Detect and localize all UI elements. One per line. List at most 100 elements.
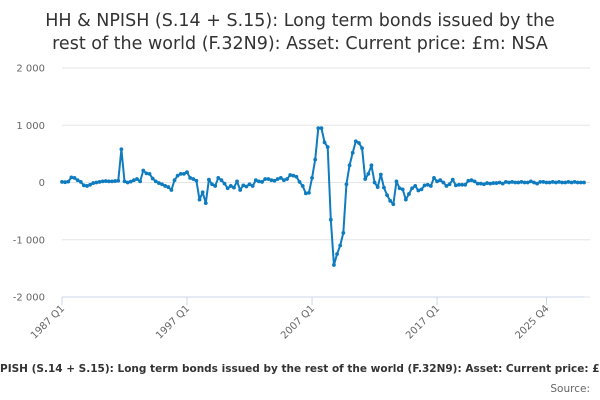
data-point[interactable] xyxy=(322,140,327,145)
data-point[interactable] xyxy=(222,181,227,186)
data-point[interactable] xyxy=(250,184,255,188)
data-point[interactable] xyxy=(375,185,380,189)
data-point[interactable] xyxy=(85,184,89,188)
data-point[interactable] xyxy=(116,178,121,183)
data-point[interactable] xyxy=(197,197,202,202)
data-point[interactable] xyxy=(519,180,524,184)
data-point[interactable] xyxy=(150,176,155,181)
data-point[interactable] xyxy=(425,182,430,187)
data-point[interactable] xyxy=(185,170,189,175)
data-point[interactable] xyxy=(494,181,499,185)
data-point[interactable] xyxy=(335,252,339,256)
data-point[interactable] xyxy=(244,184,249,189)
data-point[interactable] xyxy=(135,177,139,181)
data-point[interactable] xyxy=(119,147,124,152)
data-point[interactable] xyxy=(347,163,352,168)
data-point[interactable] xyxy=(178,172,183,176)
data-point[interactable] xyxy=(219,178,224,183)
data-point[interactable] xyxy=(225,186,230,191)
data-point[interactable] xyxy=(482,182,486,187)
data-point[interactable] xyxy=(563,180,568,185)
data-point[interactable] xyxy=(441,180,446,185)
data-point[interactable] xyxy=(488,181,493,186)
data-point[interactable] xyxy=(232,185,236,190)
data-point[interactable] xyxy=(81,183,86,188)
series-group[interactable] xyxy=(60,126,586,267)
data-point[interactable] xyxy=(297,180,302,184)
data-point[interactable] xyxy=(182,172,186,176)
data-point[interactable] xyxy=(560,180,565,185)
data-point[interactable] xyxy=(553,180,558,185)
data-point[interactable] xyxy=(169,188,174,192)
data-point[interactable] xyxy=(194,178,199,183)
data-point[interactable] xyxy=(78,180,83,184)
data-point[interactable] xyxy=(538,180,543,184)
data-point[interactable] xyxy=(432,176,436,180)
data-point[interactable] xyxy=(94,180,99,185)
data-point[interactable] xyxy=(435,179,439,184)
data-point[interactable] xyxy=(97,180,102,184)
data-point[interactable] xyxy=(500,181,505,186)
data-point[interactable] xyxy=(319,126,324,131)
data-point[interactable] xyxy=(428,184,433,188)
data-point[interactable] xyxy=(141,168,146,173)
data-point[interactable] xyxy=(131,178,136,183)
data-point[interactable] xyxy=(582,180,586,185)
data-point[interactable] xyxy=(160,182,164,187)
data-point[interactable] xyxy=(469,178,474,183)
data-point[interactable] xyxy=(100,179,105,184)
data-point[interactable] xyxy=(472,179,477,184)
data-point[interactable] xyxy=(569,180,574,185)
data-point[interactable] xyxy=(266,177,271,181)
data-point[interactable] xyxy=(378,172,383,177)
data-point[interactable] xyxy=(497,180,502,185)
data-point[interactable] xyxy=(275,177,280,181)
data-point[interactable] xyxy=(228,184,233,188)
data-point[interactable] xyxy=(372,180,377,185)
data-point[interactable] xyxy=(341,230,346,235)
legend[interactable]: HH & NPISH (S.14 + S.15): Long term bond… xyxy=(0,363,600,375)
data-point[interactable] xyxy=(257,179,261,184)
data-point[interactable] xyxy=(122,179,127,184)
data-point[interactable] xyxy=(66,179,71,184)
data-point[interactable] xyxy=(288,173,293,177)
data-point[interactable] xyxy=(106,179,111,184)
data-point[interactable] xyxy=(163,184,168,188)
data-point[interactable] xyxy=(369,163,374,168)
data-point[interactable] xyxy=(125,180,130,185)
data-point[interactable] xyxy=(72,176,77,180)
data-point[interactable] xyxy=(110,179,114,184)
data-point[interactable] xyxy=(544,180,549,185)
data-point[interactable] xyxy=(260,180,264,184)
data-point[interactable] xyxy=(407,192,411,196)
data-point[interactable] xyxy=(253,178,258,183)
data-point[interactable] xyxy=(175,173,180,178)
data-point[interactable] xyxy=(385,193,389,197)
data-point[interactable] xyxy=(566,180,571,184)
data-point[interactable] xyxy=(350,150,355,155)
data-point[interactable] xyxy=(269,178,274,183)
data-point[interactable] xyxy=(203,201,208,206)
data-point[interactable] xyxy=(291,173,296,178)
data-point[interactable] xyxy=(303,191,308,196)
data-point[interactable] xyxy=(69,175,74,180)
data-point[interactable] xyxy=(466,178,471,183)
data-point[interactable] xyxy=(460,182,464,187)
data-point[interactable] xyxy=(578,180,583,185)
data-point[interactable] xyxy=(360,146,364,151)
data-point[interactable] xyxy=(191,177,196,181)
data-point[interactable] xyxy=(419,187,424,192)
data-point[interactable] xyxy=(103,179,108,183)
data-point[interactable] xyxy=(475,181,480,186)
data-point[interactable] xyxy=(300,184,305,188)
data-point[interactable] xyxy=(247,182,252,187)
data-point[interactable] xyxy=(410,186,414,191)
data-point[interactable] xyxy=(91,181,96,185)
data-point[interactable] xyxy=(363,177,368,181)
data-point[interactable] xyxy=(213,184,218,188)
data-point[interactable] xyxy=(278,176,283,180)
data-point[interactable] xyxy=(307,190,311,195)
data-point[interactable] xyxy=(525,180,530,185)
data-point[interactable] xyxy=(166,185,171,189)
data-point[interactable] xyxy=(75,178,80,183)
